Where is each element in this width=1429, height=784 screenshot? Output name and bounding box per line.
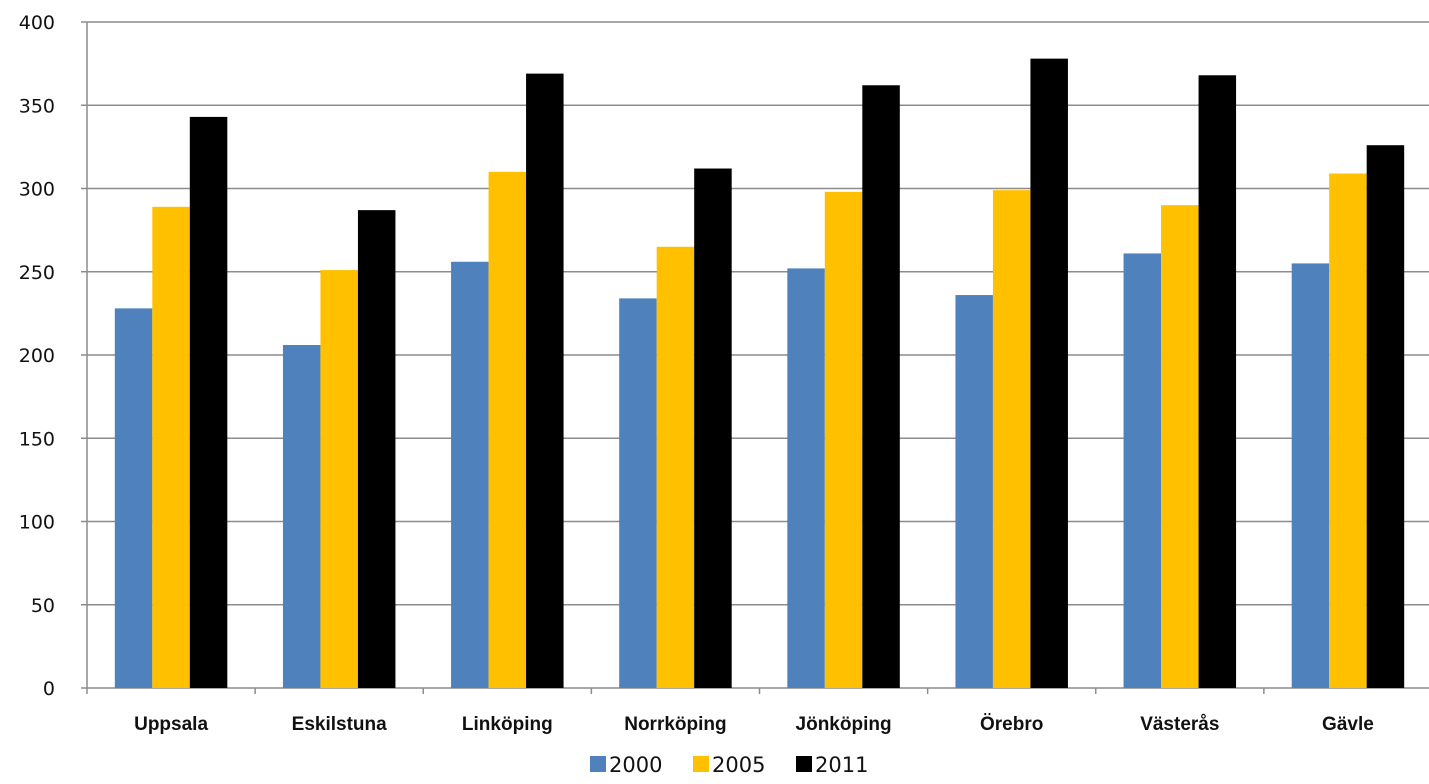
- bar-2005-uppsala: [152, 206, 190, 688]
- bar-2000-västerås: [1123, 253, 1162, 688]
- y-tick-label: 350: [19, 95, 55, 117]
- bar-2000-jönköping: [787, 268, 825, 688]
- x-tick-labels: Uppsala Eskilstuna Linköping Norrköping Jönk…: [134, 714, 1374, 735]
- y-tick-label: 400: [19, 12, 55, 34]
- bar-2005-linköping: [488, 171, 527, 689]
- bar-2005-eskilstuna: [320, 270, 358, 688]
- legend-label-2011: 2011: [815, 753, 868, 777]
- bar-2011-västerås: [1198, 75, 1237, 688]
- bar-2005-norrköping: [656, 246, 695, 688]
- legend-label-2000: 2000: [609, 753, 662, 777]
- bar-2000-linköping: [451, 261, 489, 688]
- bar-2011-eskilstuna: [357, 210, 396, 688]
- legend-swatch-2000: [590, 756, 606, 772]
- x-tick-label: Jönköping: [796, 714, 892, 735]
- bar-2000-uppsala: [114, 308, 153, 688]
- x-tick-label: Uppsala: [134, 714, 208, 735]
- bar-2011-uppsala: [189, 116, 228, 688]
- y-tick-label: 200: [19, 345, 55, 367]
- bar-2011-linköping: [526, 73, 564, 689]
- bar-2011-örebro: [1030, 58, 1068, 688]
- bar-2005-gävle: [1329, 173, 1367, 688]
- y-tick-label: 250: [19, 262, 55, 284]
- legend: 2000 2005 2011: [590, 753, 868, 777]
- x-tick-label: Norrköping: [624, 714, 726, 735]
- y-tick-label: 100: [19, 512, 55, 534]
- legend-swatch-2005: [693, 756, 709, 772]
- y-tick-labels: 0 50 100 150 200 250 300 350 400: [19, 12, 55, 700]
- x-tick-label: Eskilstuna: [292, 714, 387, 735]
- bar-2005-västerås: [1161, 205, 1199, 688]
- bar-2000-gävle: [1291, 263, 1330, 688]
- y-tick-label: 300: [19, 179, 55, 201]
- y-tick-label: 150: [19, 428, 55, 450]
- bar-2000-örebro: [955, 295, 993, 688]
- legend-swatch-2011: [796, 756, 812, 772]
- legend-label-2005: 2005: [712, 753, 765, 777]
- y-tick-label: 50: [31, 595, 55, 617]
- x-tick-label: Örebro: [980, 714, 1043, 735]
- bar-2005-örebro: [992, 190, 1031, 689]
- bar-2011-jönköping: [862, 85, 900, 688]
- y-tick-label: 0: [43, 678, 55, 700]
- x-tick-label: Linköping: [462, 714, 553, 735]
- bar-2005-jönköping: [824, 191, 863, 688]
- bar-2000-eskilstuna: [282, 345, 321, 688]
- x-tick-label: Västerås: [1140, 714, 1219, 735]
- bar-2011-gävle: [1366, 145, 1405, 688]
- bar-2011-norrköping: [694, 168, 732, 688]
- x-tick-label: Gävle: [1322, 714, 1374, 735]
- bars: [114, 58, 1405, 689]
- bar-2000-norrköping: [619, 298, 657, 688]
